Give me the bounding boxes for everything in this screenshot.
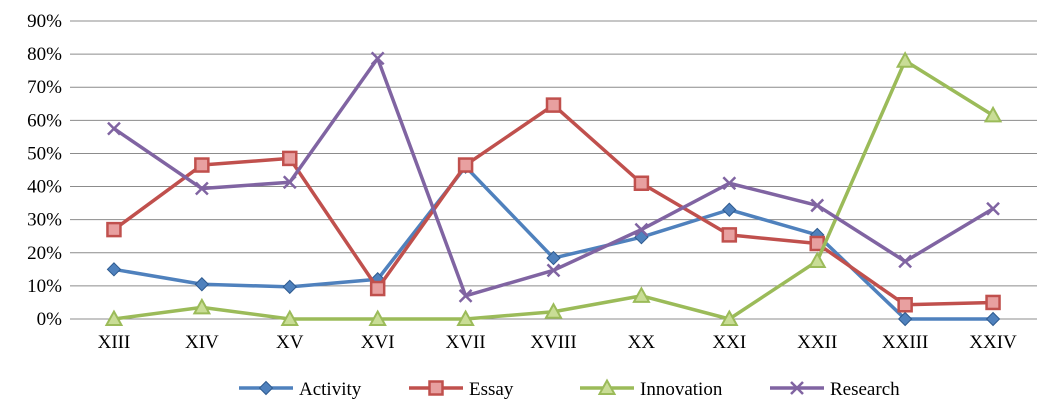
- legend-item-activity: Activity: [239, 379, 362, 400]
- data-point-diamond: [546, 250, 561, 266]
- legend-label: Innovation: [640, 379, 723, 400]
- series-lines: [104, 51, 1003, 327]
- data-point-square: [428, 380, 444, 396]
- x-tick-label: XX: [628, 332, 656, 353]
- y-tick-label: 10%: [27, 276, 62, 297]
- series-essay: [106, 97, 1001, 313]
- data-point-square: [282, 150, 298, 167]
- data-point-triangle: [720, 309, 739, 326]
- y-tick-label: 0%: [37, 309, 63, 330]
- x-tick-label: XVII: [446, 332, 486, 353]
- data-point-square: [545, 97, 562, 113]
- data-point-square: [633, 175, 650, 191]
- legend-item-essay: Essay: [409, 379, 514, 400]
- x-axis-ticks: XIII XIV XV XVI XVII XVIII XX XXI XXII XXIII XXIV: [98, 332, 1017, 353]
- data-point-triangle: [104, 309, 124, 326]
- data-point-x: [370, 51, 385, 66]
- data-point-triangle: [983, 105, 1003, 123]
- data-point-triangle: [597, 378, 617, 395]
- legend-label: Research: [830, 379, 900, 400]
- data-point-triangle: [192, 297, 212, 315]
- data-point-x: [810, 198, 825, 213]
- data-point-diamond: [985, 311, 1001, 327]
- y-tick-label: 40%: [27, 177, 62, 198]
- data-point-square: [369, 280, 386, 297]
- x-tick-label: XVI: [361, 332, 395, 353]
- gridlines: [70, 20, 1037, 320]
- series-research: [107, 51, 1000, 303]
- x-tick-label: XIV: [185, 332, 219, 353]
- data-point-triangle: [544, 302, 563, 319]
- data-point-diamond: [194, 277, 210, 292]
- y-tick-label: 60%: [27, 110, 62, 131]
- data-point-square: [985, 294, 1001, 311]
- data-point-x: [986, 201, 1000, 216]
- data-point-square: [194, 157, 210, 173]
- x-tick-label: XXIV: [969, 332, 1017, 353]
- data-point-x: [722, 176, 737, 191]
- x-tick-label: XIII: [98, 332, 131, 353]
- y-tick-label: 20%: [27, 243, 62, 264]
- data-point-triangle: [280, 309, 299, 326]
- series-line: [113, 164, 994, 321]
- legend: Activity Essay Innovation Research: [239, 378, 900, 400]
- legend-item-research: Research: [770, 379, 900, 400]
- data-point-diamond: [897, 311, 913, 327]
- data-point-x: [634, 222, 649, 237]
- x-tick-label: XXIII: [882, 332, 928, 353]
- y-tick-label: 30%: [27, 210, 62, 231]
- legend-label: Activity: [299, 379, 362, 400]
- data-point-diamond: [722, 202, 737, 217]
- data-point-diamond: [258, 380, 274, 396]
- y-tick-label: 80%: [27, 44, 62, 65]
- data-point-square: [721, 227, 738, 243]
- data-point-x: [458, 288, 473, 303]
- data-point-x: [282, 175, 297, 190]
- data-point-x: [898, 254, 913, 269]
- data-point-x: [107, 121, 121, 136]
- y-tick-label: 70%: [27, 77, 62, 98]
- x-tick-label: XXII: [797, 332, 837, 353]
- data-point-square: [106, 221, 122, 238]
- y-tick-label: 90%: [27, 11, 62, 32]
- data-point-triangle: [808, 251, 827, 269]
- data-point-x: [790, 381, 804, 395]
- data-point-x: [546, 263, 561, 278]
- x-tick-label: XXI: [712, 332, 746, 353]
- legend-item-innovation: Innovation: [580, 378, 723, 400]
- data-point-diamond: [282, 279, 297, 295]
- y-tick-label: 50%: [27, 143, 62, 164]
- legend-label: Essay: [469, 379, 514, 400]
- x-tick-label: XVIII: [530, 332, 576, 353]
- data-point-square: [897, 297, 913, 313]
- data-point-triangle: [632, 286, 651, 303]
- data-point-triangle: [368, 309, 387, 326]
- series-line: [112, 103, 994, 307]
- data-point-square: [457, 157, 474, 173]
- data-point-triangle: [456, 309, 475, 326]
- series-innovation: [104, 51, 1003, 326]
- data-point-triangle: [895, 51, 915, 68]
- x-tick-label: XV: [276, 332, 304, 353]
- data-point-diamond: [106, 262, 122, 277]
- data-point-x: [194, 181, 209, 196]
- y-axis-ticks: 0% 10% 20% 30% 40% 50% 60% 70% 80% 90%: [27, 11, 62, 330]
